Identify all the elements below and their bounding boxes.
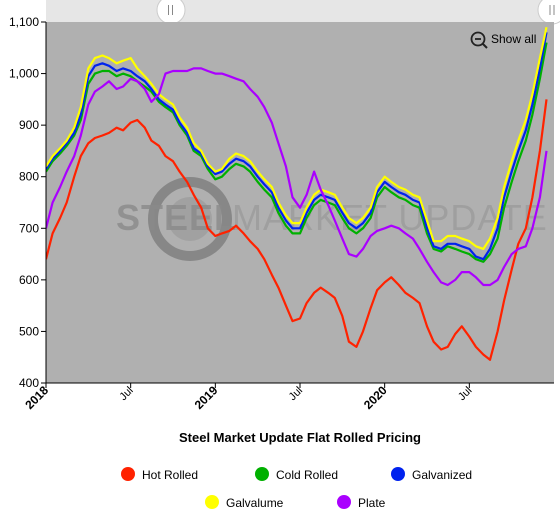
legend-marker[interactable] — [121, 467, 135, 481]
series-line-galvalume — [46, 26, 548, 250]
y-tick-label: 400 — [19, 376, 39, 390]
series-layer — [46, 26, 548, 361]
y-tick-label: 1,000 — [9, 67, 39, 81]
legend-label[interactable]: Plate — [358, 496, 386, 510]
zoom-out-icon[interactable] — [470, 31, 486, 47]
series-line-hot-rolled — [46, 99, 548, 361]
y-tick-label: 900 — [19, 118, 39, 132]
y-tick-label: 500 — [19, 324, 39, 338]
legend-item-cold-rolled[interactable]: Cold Rolled — [255, 467, 338, 482]
series-line-plate — [46, 67, 548, 287]
range-navigator-handle-left[interactable] — [156, 0, 186, 25]
legend-label[interactable]: Hot Rolled — [142, 468, 198, 482]
legend-label[interactable]: Galvalume — [226, 496, 284, 510]
y-tick-label: 700 — [19, 221, 39, 235]
series-line-cold-rolled — [46, 42, 548, 263]
range-navigator-bar[interactable] — [46, 0, 560, 22]
y-tick-label: 600 — [19, 273, 39, 287]
watermark-left-text: STEEL — [116, 197, 237, 238]
legend: Hot Rolled Cold Rolled Galvanized Galvalume… — [121, 467, 472, 510]
y-axis: 400 500 600 700 800 900 1,000 1,100 — [9, 15, 47, 390]
legend-marker[interactable] — [205, 495, 219, 509]
x-tick-label: Jul — [456, 385, 474, 403]
series-line-galvanized — [46, 32, 548, 261]
legend-item-hot-rolled[interactable]: Hot Rolled — [121, 467, 198, 482]
x-tick-label: 2019 — [192, 383, 221, 412]
show-all-label[interactable]: Show all — [491, 32, 536, 46]
chart-title: Steel Market Update Flat Rolled Pricing — [179, 430, 421, 445]
legend-marker[interactable] — [255, 467, 269, 481]
legend-item-plate[interactable]: Plate — [337, 495, 386, 510]
y-tick-label: 800 — [19, 170, 39, 184]
legend-marker[interactable] — [337, 495, 351, 509]
legend-item-galvalume[interactable]: Galvalume — [205, 495, 284, 510]
x-axis: 2018 Jul 2019 Jul 2020 Jul — [22, 382, 554, 412]
legend-marker[interactable] — [391, 467, 405, 481]
legend-item-galvanized[interactable]: Galvanized — [391, 467, 472, 482]
legend-label[interactable]: Galvanized — [412, 468, 472, 482]
x-tick-label: Jul — [287, 385, 305, 403]
y-tick-label: 1,100 — [9, 15, 39, 29]
show-all-button[interactable]: Show all — [470, 31, 537, 49]
legend-label[interactable]: Cold Rolled — [276, 468, 338, 482]
x-tick-label: 2020 — [361, 383, 390, 412]
plot-area — [46, 22, 554, 383]
x-tick-label: Jul — [117, 385, 135, 403]
